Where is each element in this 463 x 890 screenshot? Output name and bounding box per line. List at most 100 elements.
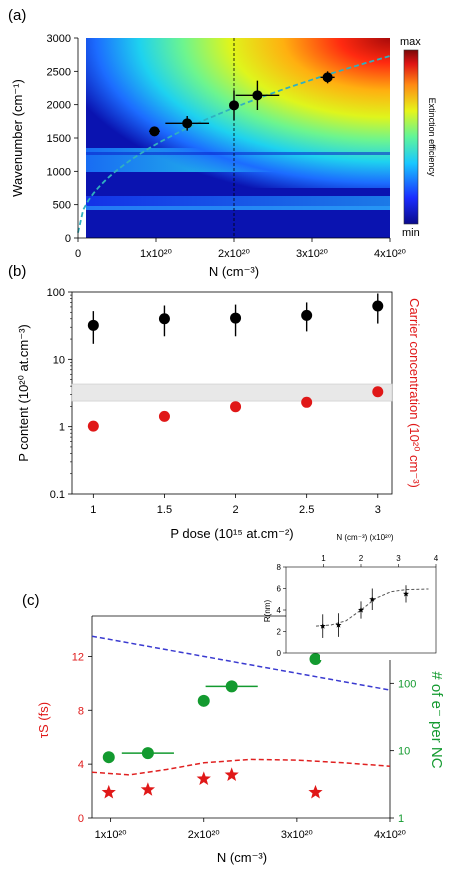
x-tick-label: 2x10²⁰ [188, 829, 221, 841]
y-tick-label: 1000 [47, 166, 71, 178]
colorbar-label: Extinction efficiency [427, 98, 437, 177]
y-tick-label: 0.1 [50, 489, 65, 501]
y-tick-label: 2000 [47, 100, 71, 112]
inset-y-tick-label: 2 [277, 628, 282, 637]
y-right-tick-label: 1 [398, 813, 404, 825]
y-tick-label: 0 [78, 813, 84, 825]
tau-star [196, 771, 211, 785]
inset-overlay: 1 2 3 4 0 2 4 6 8 [277, 554, 439, 658]
x-tick-label: 1 [90, 504, 96, 516]
inset-star [358, 606, 364, 613]
x-tick-label: 1x10²⁰ [140, 248, 173, 260]
x-tick-label: 2.5 [299, 504, 314, 516]
y-tick-label: 500 [53, 200, 71, 212]
heatmap-hotspot [86, 38, 390, 188]
panel-b-ylabel: P content (10²⁰ at.cm⁻³) [16, 324, 31, 462]
y-tick-label: 12 [72, 651, 84, 663]
tau-star [101, 784, 116, 799]
y-tick-label: 2500 [47, 66, 71, 78]
y-right-tick-label: 100 [398, 678, 416, 690]
shaded-band [71, 383, 393, 402]
data-point [322, 72, 333, 83]
red-dashed-line [91, 758, 391, 776]
y-tick-label: 10 [53, 354, 65, 366]
heatmap-left-strip [78, 38, 86, 238]
heatmap-mid-dark-line [86, 152, 390, 155]
inset-star [403, 590, 409, 597]
data-point [182, 118, 193, 129]
blue-dashed-line [91, 635, 391, 691]
y-tick-label: 4 [78, 759, 84, 771]
inset-x-tick-label: 1 [321, 554, 326, 563]
carrier-point [301, 396, 313, 408]
p-content-point [301, 309, 313, 321]
x-tick-label: 3x10²⁰ [281, 829, 314, 841]
heatmap-band-lowline [86, 206, 390, 210]
panel-label-c: (c) [22, 592, 40, 609]
inset-y-tick-label: 4 [277, 606, 282, 615]
y-right-tick-label: 10 [398, 746, 410, 758]
electron-count-point [197, 694, 210, 707]
panel-a-overlay: 0 1x10²⁰ 2x10²⁰ 3x10²⁰ 4x10²⁰ 0 500 1000 1500 200… [47, 33, 407, 260]
carrier-point [158, 410, 170, 422]
panel-a-xlabel: N (cm⁻³) [209, 264, 259, 279]
x-tick-label: 4x10²⁰ [374, 248, 407, 260]
y-tick-label: 100 [47, 287, 65, 299]
inset-xlabel: N (cm⁻³) (x10²⁰) [336, 533, 394, 542]
inset-y-tick-label: 6 [277, 585, 282, 594]
inset-chart: 1 2 3 4 0 2 4 6 8 N (cm⁻³) (x10²⁰) R(nm) [263, 533, 450, 660]
p-content-point [158, 313, 170, 325]
panel-label-b: (b) [8, 263, 26, 280]
panel-b-ylabel-right: Carrier concentration (10²⁰ cm⁻³) [407, 298, 422, 488]
electron-count-point [309, 652, 322, 665]
y-tick-label: 1 [59, 422, 65, 434]
panel-label-a: (a) [8, 7, 26, 24]
electron-count-point [225, 680, 238, 693]
x-tick-label: 1.5 [157, 504, 172, 516]
colorbar-min-label: min [402, 227, 420, 239]
p-content-point [87, 319, 99, 331]
inset-star [369, 596, 376, 602]
x-tick-label: 4x10²⁰ [374, 829, 407, 841]
electron-count-point [102, 751, 115, 764]
p-content-point [372, 300, 384, 312]
data-point [229, 100, 239, 111]
inset-x-tick-label: 4 [434, 554, 439, 563]
inset-star [335, 621, 342, 628]
x-tick-label: 1x10²⁰ [95, 829, 128, 841]
colorbar [403, 49, 419, 225]
panel-a-heatmap: 0 1x10²⁰ 2x10²⁰ 3x10²⁰ 4x10²⁰ 0 500 1000 1500 200… [10, 33, 437, 279]
x-tick-label: 2x10²⁰ [218, 248, 251, 260]
tau-star [140, 782, 155, 796]
inset-y-tick-label: 0 [277, 649, 282, 658]
x-tick-label: 3 [375, 504, 381, 516]
inset-ylabel: R(nm) [263, 600, 272, 623]
panel-c-ylabel: τS (fs) [36, 702, 51, 738]
y-tick-label: 3000 [47, 33, 71, 45]
data-point [149, 126, 160, 137]
data-point [252, 90, 263, 101]
panel-a-ylabel: Wavenumber (cm⁻¹) [10, 79, 25, 197]
panel-c-ylabel-right: # of e⁻ per NC [428, 671, 445, 768]
carrier-point [230, 401, 242, 413]
inset-y-tick-label: 8 [277, 563, 282, 572]
tau-star [308, 784, 323, 799]
colorbar-max-label: max [400, 36, 421, 48]
inset-star [319, 622, 326, 629]
panel-b-overlay: 1 1.5 2 2.5 3 0.1 1 10 100 [47, 287, 393, 516]
carrier-point [372, 386, 384, 398]
inset-x-tick-label: 3 [396, 554, 401, 563]
y-tick-label: 1500 [47, 133, 71, 145]
panel-b-scatter: 1 1.5 2 2.5 3 0.1 1 10 100 P dose (10¹⁵ at.cm⁻²)… [16, 287, 422, 541]
x-tick-label: 0 [75, 248, 81, 260]
carrier-point [87, 420, 99, 432]
x-tick-label: 3x10²⁰ [296, 248, 329, 260]
y-tick-label: 0 [65, 233, 71, 245]
tau-star [224, 767, 239, 781]
inset-x-tick-label: 2 [359, 554, 364, 563]
electron-count-point [141, 747, 154, 760]
inset-fit-curve [315, 588, 429, 627]
p-content-point [230, 312, 242, 324]
panel-b-xlabel: P dose (10¹⁵ at.cm⁻²) [170, 526, 293, 541]
